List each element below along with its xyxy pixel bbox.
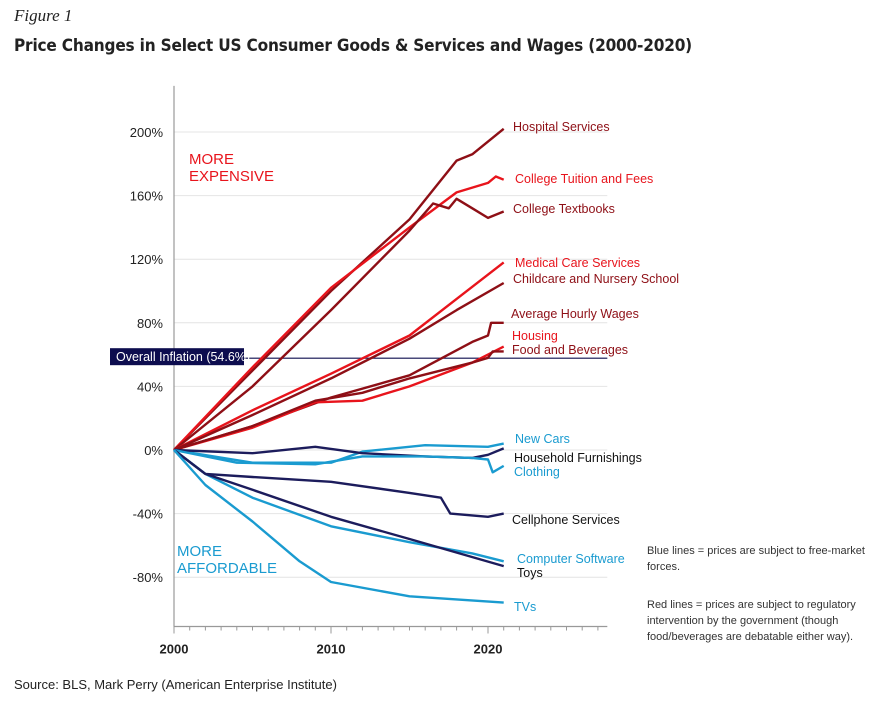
series-label: Hospital Services — [513, 120, 610, 134]
series-line-college-textbooks — [173, 197, 505, 451]
series-label: Food and Beverages — [512, 343, 628, 357]
more-expensive-label: MORE — [189, 151, 234, 168]
series-label: Clothing — [514, 465, 560, 479]
figure-label: Figure 1 — [14, 6, 73, 25]
y-tick-label: -80% — [133, 570, 164, 585]
series-line-college-tuition-and-fees — [173, 175, 505, 451]
series-line-clothing — [173, 448, 505, 474]
x-tick-label: 2000 — [160, 641, 189, 656]
y-tick-label: 40% — [137, 379, 163, 394]
note-red-lines: Red lines = prices are subject to regula… — [647, 599, 856, 643]
series-label: Toys — [517, 566, 543, 580]
series-label: Housing — [512, 329, 558, 343]
series-label: Household Furnishings — [514, 451, 642, 465]
series-line-food-and-beverages — [173, 350, 504, 452]
x-tick-label: 2010 — [317, 641, 346, 656]
x-tick-label: 2020 — [474, 641, 503, 656]
series-line-hospital-services — [173, 127, 505, 451]
more-affordable-label: MORE — [177, 543, 222, 560]
series-label: Medical Care Services — [515, 256, 640, 270]
series-line-cellphone-services — [173, 449, 504, 518]
y-tick-label: -40% — [133, 507, 164, 522]
note-blue-lines: Blue lines = prices are subject to free-… — [647, 545, 865, 573]
series-line-computer-software — [173, 449, 504, 563]
series-label: Computer Software — [517, 552, 625, 566]
more-expensive-label: EXPENSIVE — [189, 168, 274, 185]
y-tick-label: 80% — [137, 316, 163, 331]
series-label: TVs — [514, 600, 536, 614]
source-note: Source: BLS, Mark Perry (American Enterp… — [14, 677, 337, 692]
overall-inflation-label: Overall Inflation (54.6%) — [116, 350, 250, 364]
series-label: New Cars — [515, 432, 570, 446]
series-line-household-furnishings — [173, 445, 505, 460]
y-tick-label: 0% — [144, 443, 163, 458]
series-line-toys — [173, 449, 505, 568]
series-label: Childcare and Nursery School — [513, 272, 679, 286]
more-affordable-label: AFFORDABLE — [177, 560, 277, 577]
overall-inflation-box — [110, 348, 244, 366]
series-label: College Textbooks — [513, 202, 615, 216]
series-line-childcare-and-nursery-school — [173, 281, 505, 452]
chart-title: Price Changes in Select US Consumer Good… — [14, 36, 693, 55]
series-line-tvs — [173, 449, 504, 604]
series-label: Average Hourly Wages — [511, 307, 639, 321]
series-line-medical-care-services — [173, 261, 505, 452]
series-label: Cellphone Services — [512, 513, 620, 527]
series-label: College Tuition and Fees — [515, 172, 653, 186]
y-tick-label: 160% — [130, 189, 164, 204]
y-tick-label: 200% — [130, 125, 164, 140]
y-tick-label: 120% — [130, 252, 164, 267]
